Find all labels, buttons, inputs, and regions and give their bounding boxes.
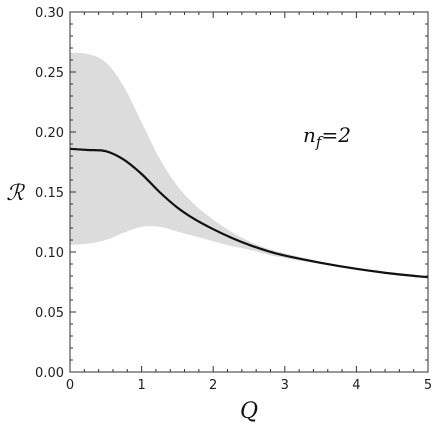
y-axis-label: ℛ (6, 181, 25, 206)
y-tick-label: 0.25 (35, 66, 64, 81)
y-tick-label: 0.10 (35, 246, 64, 261)
y-tick-label: 0.15 (35, 186, 64, 201)
x-axis-label: Q (240, 399, 258, 424)
line-layer (69, 147, 429, 279)
annotation-subscript: f (315, 133, 324, 151)
annotation-nf: nf=2 (303, 123, 351, 151)
y-tick-label: 0.00 (35, 366, 64, 381)
x-tick-label: 5 (424, 378, 432, 393)
x-tick-label: 0 (66, 378, 74, 393)
ticks-layer: 0 1 2 3 4 5 0.00 0.05 0.10 0.15 0.20 0.25 0.30 (35, 6, 432, 393)
uncertainty-band-layer (70, 52, 428, 279)
x-tick-label: 4 (352, 378, 360, 393)
x-tick-label: 1 (137, 378, 145, 393)
series-line-0 (69, 147, 429, 279)
x-tick-label: 2 (209, 378, 217, 393)
uncertainty-band (70, 52, 428, 279)
y-tick-label: 0.30 (35, 6, 64, 21)
annotation-rest: =2 (321, 123, 350, 147)
x-tick-label: 3 (281, 378, 289, 393)
y-tick-label: 0.05 (35, 306, 64, 321)
annotation-main: n (303, 123, 316, 147)
y-tick-label: 0.20 (35, 126, 64, 141)
